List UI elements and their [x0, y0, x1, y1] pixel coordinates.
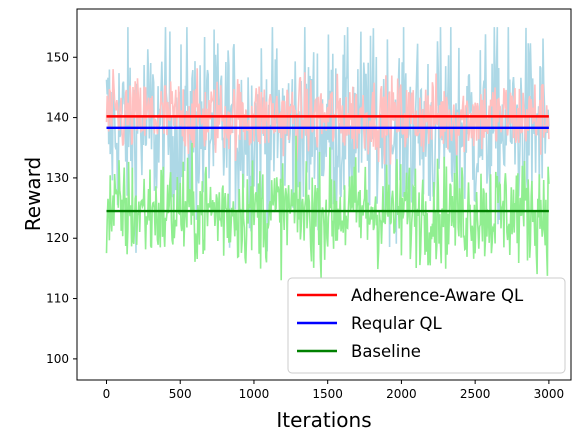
x-tick-label: 500 [169, 387, 192, 401]
x-tick-label: 2000 [386, 387, 417, 401]
legend-label-2: Baseline [351, 342, 421, 361]
x-axis-label: Iterations [276, 408, 371, 432]
plot-frame [76, 8, 572, 381]
y-axis-label: Reward [21, 157, 45, 231]
y-axis-ticks: 100 110 120 130 140 150 [46, 50, 77, 366]
series-noise-2 [105, 135, 550, 281]
x-tick-label: 1500 [312, 387, 343, 401]
legend-label-0: Adherence-Aware QL [351, 286, 524, 305]
x-tick-label: 3000 [534, 387, 565, 401]
y-tick-label: 120 [46, 231, 69, 245]
legend: Adherence-Aware QL Reqular QL Baseline [287, 277, 566, 374]
x-tick-label: 0 [103, 387, 111, 401]
legend-frame [287, 277, 566, 374]
y-tick-label: 100 [46, 352, 69, 366]
x-tick-label: 1000 [239, 387, 270, 401]
x-tick-label: 2500 [460, 387, 491, 401]
series-noise-0 [105, 68, 550, 165]
noise-layer [105, 27, 550, 281]
y-tick-label: 110 [46, 292, 69, 306]
legend-label-1: Reqular QL [351, 314, 443, 333]
x-axis-ticks: 0 500 1000 1500 2000 2500 3000 [103, 380, 564, 401]
y-tick-label: 130 [46, 171, 69, 185]
mean-layer [106, 115, 549, 213]
y-tick-label: 140 [46, 111, 69, 125]
y-tick-label: 150 [46, 50, 69, 64]
